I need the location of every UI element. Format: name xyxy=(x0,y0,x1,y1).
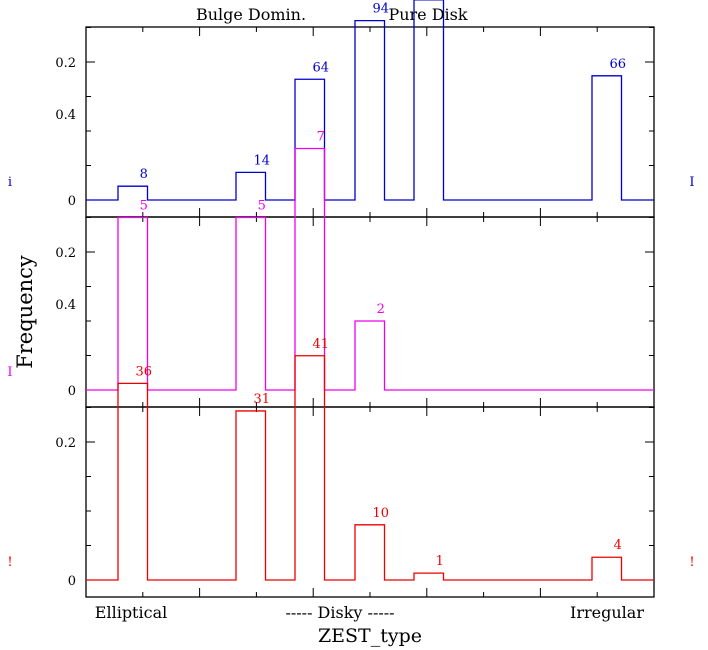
y-tick-label: 0 xyxy=(68,194,76,209)
bar-count-label: 41 xyxy=(312,337,329,352)
top-label-bulge: Bulge Domin. xyxy=(196,5,306,24)
y-tick-label: 0.4 xyxy=(55,108,76,123)
bar xyxy=(118,383,148,580)
bar xyxy=(414,0,444,200)
x-axis-label: ZEST_type xyxy=(318,625,422,647)
bar-count-label: 66 xyxy=(609,57,626,72)
bar xyxy=(295,356,325,580)
bottom-label-elliptical: Elliptical xyxy=(95,603,167,622)
panel-left-mark: I xyxy=(7,365,12,380)
bar xyxy=(355,321,385,390)
bar-count-label: 5 xyxy=(258,199,266,214)
top-label-pure-disk: Pure Disk xyxy=(388,5,467,24)
bar xyxy=(414,573,444,580)
bar-count-label: 8 xyxy=(140,167,148,182)
bar xyxy=(355,525,385,580)
bar-count-label: 10 xyxy=(372,506,389,521)
bar xyxy=(592,557,622,580)
bar-count-label: 5 xyxy=(140,199,148,214)
bar xyxy=(236,172,266,200)
y-tick-label: 0 xyxy=(68,574,76,589)
y-tick-label: 0.2 xyxy=(55,246,76,261)
panel-right-mark: ! xyxy=(689,555,694,570)
bottom-label-irregular: Irregular xyxy=(570,603,644,622)
y-axis-label: Frequency xyxy=(13,255,37,369)
chart-labels: Bulge Domin. Pure Disk Elliptical ----- … xyxy=(13,5,644,647)
histogram-outline-2 xyxy=(86,147,654,391)
histogram-outline-3 xyxy=(86,355,654,581)
bar xyxy=(355,21,385,200)
bar xyxy=(295,149,325,391)
bar-count-label: 31 xyxy=(253,392,270,407)
bar-count-label: 7 xyxy=(317,130,325,145)
bar xyxy=(592,76,622,200)
panel-left-mark: i xyxy=(8,175,12,190)
bar-count-label: 64 xyxy=(312,60,329,75)
panel-right-mark: I xyxy=(689,175,694,190)
y-tick-label: 0.2 xyxy=(55,436,76,451)
y-tick-label: 0.4 xyxy=(55,298,76,313)
bar xyxy=(236,218,266,391)
bar-count-label: 2 xyxy=(377,302,385,317)
bar-count-label: 1 xyxy=(436,554,444,569)
bar xyxy=(236,411,266,580)
histogram-outline-1 xyxy=(86,0,654,201)
histogram-bars: 81464941046655723631411014 xyxy=(86,0,654,581)
bar-count-label: 94 xyxy=(372,2,389,17)
y-tick-label: 0.2 xyxy=(55,56,76,71)
panel-left-mark: ! xyxy=(7,555,12,570)
bottom-label-disky: ----- Disky ----- xyxy=(285,603,394,622)
bar-count-label: 4 xyxy=(614,538,622,553)
bar-count-label: 36 xyxy=(135,364,152,379)
y-tick-label: 0 xyxy=(68,384,76,399)
bar-count-label: 14 xyxy=(253,153,270,168)
